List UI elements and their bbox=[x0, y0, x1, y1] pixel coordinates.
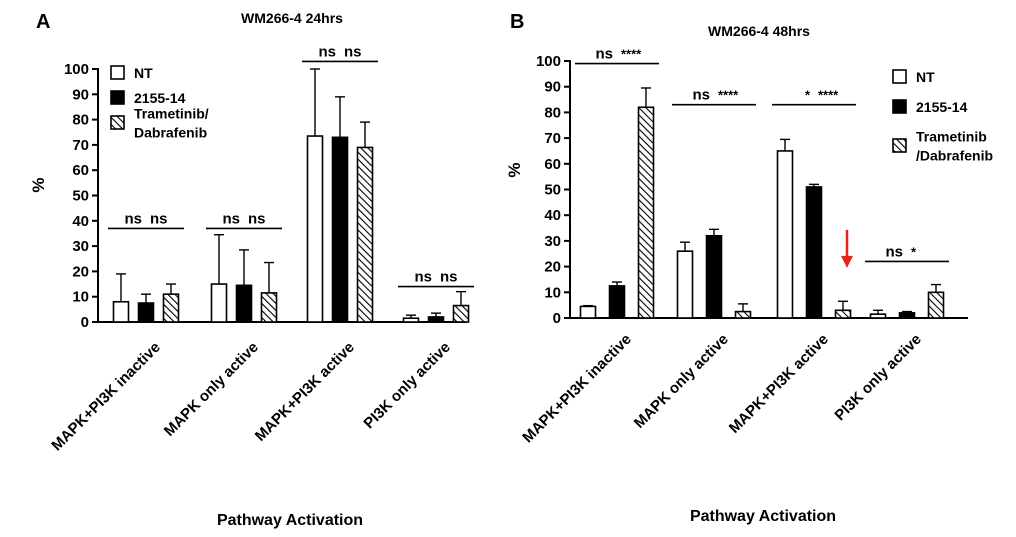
y-axis-label: % bbox=[505, 162, 524, 177]
y-tick-label: 50 bbox=[72, 188, 89, 205]
legend-swatch bbox=[892, 69, 907, 84]
bar bbox=[637, 106, 655, 319]
x-category-label: MAPK+PI3K inactive bbox=[519, 331, 634, 446]
legend-label: Trametinib bbox=[916, 129, 987, 145]
y-tick-label: 10 bbox=[544, 284, 561, 301]
panel-letter-b: B bbox=[510, 11, 524, 33]
x-category-label: MAPK+PI3K inactive bbox=[48, 339, 163, 454]
y-tick-label: 70 bbox=[544, 130, 561, 147]
significance-label: ns bbox=[344, 43, 362, 60]
significance-label: **** bbox=[718, 88, 739, 103]
plot-area: 0 10 20 30 40 50 60 70 80 90 100 MAPK+PI3K inactive… bbox=[48, 43, 474, 454]
chart-panel-b: WM266-4 48hrs % Pathway Activation 0 10 20… bbox=[505, 23, 993, 525]
chart-title: WM266-4 24hrs bbox=[241, 10, 343, 26]
panel-letter-a: A bbox=[36, 11, 50, 33]
significance-label: ns bbox=[440, 269, 458, 286]
x-category-label: MAPK+PI3K active bbox=[726, 331, 832, 437]
bar bbox=[834, 309, 852, 319]
significance-label: * bbox=[805, 88, 811, 103]
y-tick-label: 20 bbox=[72, 263, 89, 280]
legend-swatch bbox=[110, 90, 125, 105]
legend-label: Dabrafenib bbox=[134, 125, 207, 141]
y-axis-label: % bbox=[29, 177, 48, 192]
legend-swatch bbox=[110, 115, 125, 130]
bar bbox=[402, 317, 420, 323]
significance-label: ns bbox=[150, 210, 168, 227]
y-tick-label: 50 bbox=[544, 182, 561, 199]
bar bbox=[112, 300, 130, 323]
significance-label: ns bbox=[248, 210, 266, 227]
y-tick-label: 10 bbox=[72, 289, 89, 306]
legend-label: 2155-14 bbox=[916, 99, 968, 115]
x-axis-title: Pathway Activation bbox=[690, 508, 836, 525]
significance-label: **** bbox=[818, 88, 839, 103]
y-tick-label: 60 bbox=[544, 156, 561, 173]
legend-swatch bbox=[892, 99, 907, 114]
bar bbox=[331, 136, 349, 323]
bar bbox=[608, 285, 626, 319]
significance-label: ns bbox=[414, 269, 432, 286]
y-tick-label: 0 bbox=[81, 314, 89, 331]
bar bbox=[805, 186, 823, 319]
y-tick-label: 30 bbox=[544, 233, 561, 250]
bar bbox=[869, 313, 887, 319]
x-category-label: MAPK only active bbox=[631, 331, 732, 432]
bar bbox=[734, 310, 752, 319]
y-tick-label: 80 bbox=[72, 112, 89, 129]
significance-label: **** bbox=[621, 47, 642, 62]
x-category-label: MAPK+PI3K active bbox=[252, 339, 358, 445]
legend-label: NT bbox=[916, 69, 935, 85]
chart-panel-a: WM266-4 24hrs % Pathway Activation 0 10 20… bbox=[29, 10, 474, 529]
legend-swatch bbox=[892, 138, 907, 153]
bar bbox=[306, 135, 324, 323]
significance-label: ns bbox=[595, 46, 613, 63]
bar bbox=[260, 292, 278, 323]
bar bbox=[927, 291, 945, 319]
x-category-label: PI3K only active bbox=[831, 331, 924, 424]
bar bbox=[705, 234, 723, 319]
bar bbox=[235, 284, 253, 323]
annotation-arrow-head bbox=[841, 255, 853, 268]
y-tick-label: 100 bbox=[64, 61, 89, 78]
bar bbox=[356, 146, 374, 323]
y-tick-label: 0 bbox=[553, 310, 561, 327]
x-category-label: MAPK only active bbox=[161, 339, 262, 440]
y-tick-label: 90 bbox=[544, 79, 561, 96]
legend-swatch bbox=[110, 65, 125, 80]
bar bbox=[776, 150, 794, 319]
y-tick-label: 60 bbox=[72, 162, 89, 179]
y-tick-label: 100 bbox=[536, 53, 561, 70]
legend-label: Trametinib/ bbox=[134, 106, 209, 122]
significance-label: ns bbox=[318, 43, 336, 60]
significance-label: * bbox=[911, 244, 917, 259]
significance-label: ns bbox=[692, 87, 710, 104]
bar bbox=[210, 283, 228, 323]
legend-label: /Dabrafenib bbox=[916, 148, 993, 164]
y-tick-label: 40 bbox=[72, 213, 89, 230]
bar bbox=[137, 302, 155, 323]
y-tick-label: 70 bbox=[72, 137, 89, 154]
y-tick-label: 20 bbox=[544, 259, 561, 276]
legend-label: 2155-14 bbox=[134, 90, 186, 106]
bar bbox=[898, 312, 916, 319]
y-tick-label: 40 bbox=[544, 207, 561, 224]
significance-label: ns bbox=[885, 243, 903, 260]
plot-area: 0 10 20 30 40 50 60 70 80 90 100 MAPK+PI3K inactive… bbox=[519, 46, 993, 447]
y-tick-label: 80 bbox=[544, 104, 561, 121]
y-tick-label: 30 bbox=[72, 238, 89, 255]
bar bbox=[162, 293, 180, 323]
legend-label: NT bbox=[134, 65, 153, 81]
bar bbox=[427, 316, 445, 323]
bar bbox=[579, 305, 597, 319]
x-axis-title: Pathway Activation bbox=[217, 512, 363, 529]
bar bbox=[676, 250, 694, 319]
chart-title: WM266-4 48hrs bbox=[708, 23, 810, 39]
bar bbox=[452, 304, 470, 323]
x-category-label: PI3K only active bbox=[360, 339, 453, 432]
significance-label: ns bbox=[124, 210, 142, 227]
significance-label: ns bbox=[222, 210, 240, 227]
y-tick-label: 90 bbox=[72, 86, 89, 103]
